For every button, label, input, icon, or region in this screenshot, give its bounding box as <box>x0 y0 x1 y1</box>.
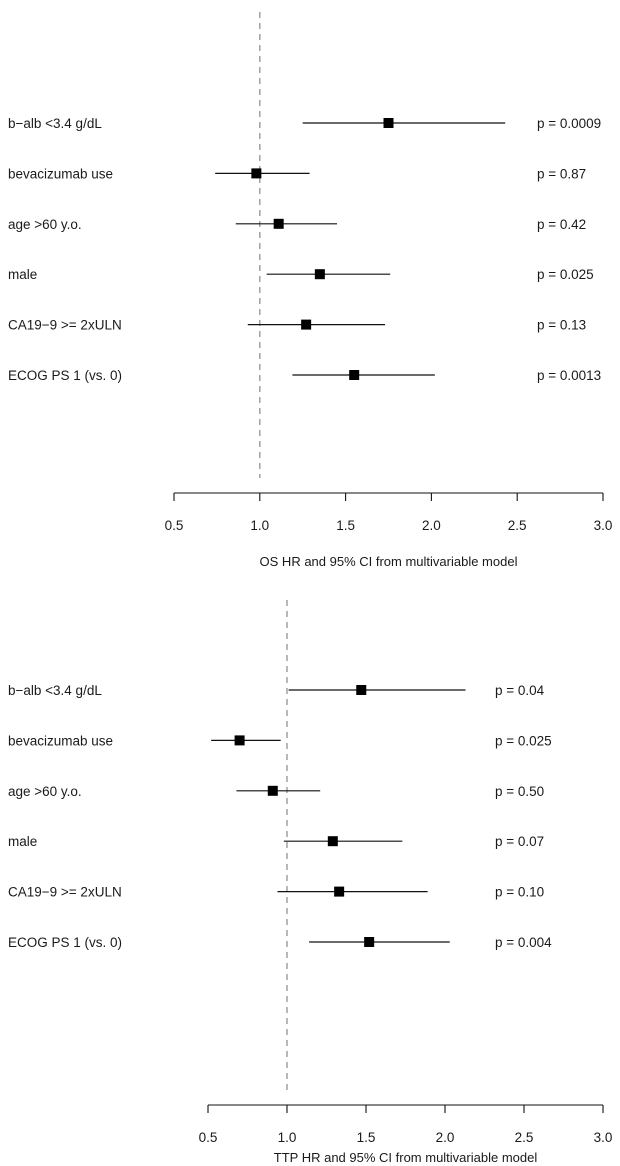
x-tick-label: 1.5 <box>357 1130 376 1145</box>
p-value-label: p = 0.07 <box>495 834 544 849</box>
x-tick-label: 1.5 <box>336 518 355 533</box>
p-value-label: p = 0.13 <box>537 318 586 333</box>
hr-point <box>383 118 394 128</box>
x-tick-label: 2.5 <box>508 518 527 533</box>
p-value-label: p = 0.0013 <box>537 368 601 383</box>
p-value-label: p = 0.42 <box>537 217 586 232</box>
p-value-label: p = 0.50 <box>495 784 544 799</box>
p-value-label: p = 0.10 <box>495 885 544 900</box>
hr-point <box>349 370 360 380</box>
hr-point <box>314 269 325 280</box>
hr-point <box>301 319 312 330</box>
x-tick-label: 0.5 <box>165 518 184 533</box>
x-tick-label: 2.0 <box>436 1130 455 1145</box>
x-axis-title: OS HR and 95% CI from multivariable mode… <box>260 554 518 569</box>
p-value-label: p = 0.004 <box>495 935 552 950</box>
p-value-label: p = 0.025 <box>495 733 552 748</box>
p-value-label: p = 0.025 <box>537 267 594 282</box>
row-label: CA19−9 >= 2xULN <box>8 318 122 333</box>
row-label: b−alb <3.4 g/dL <box>8 683 102 698</box>
hr-point <box>364 937 375 947</box>
x-tick-label: 2.5 <box>515 1130 534 1145</box>
p-value-label: p = 0.87 <box>537 166 586 181</box>
x-axis-title: TTP HR and 95% CI from multivariable mod… <box>274 1150 538 1165</box>
x-tick-label: 3.0 <box>594 1130 613 1145</box>
hr-point <box>327 836 338 847</box>
hr-point <box>356 685 367 695</box>
x-tick-label: 1.0 <box>250 518 269 533</box>
row-label: male <box>8 834 37 849</box>
row-label: male <box>8 267 37 282</box>
x-tick-label: 1.0 <box>278 1130 297 1145</box>
hr-point <box>273 218 284 229</box>
row-label: age >60 y.o. <box>8 217 82 232</box>
x-tick-label: 3.0 <box>594 518 613 533</box>
row-label: bevacizumab use <box>8 166 113 181</box>
row-label: CA19−9 >= 2xULN <box>8 885 122 900</box>
hr-point <box>234 735 245 746</box>
hr-point <box>251 168 262 179</box>
p-value-label: p = 0.0009 <box>537 116 601 131</box>
hr-point <box>267 785 278 796</box>
row-label: age >60 y.o. <box>8 784 82 799</box>
ttp-forest-panel: b−alb <3.4 g/dL p = 0.04 bevacizumab use p … <box>8 600 612 1165</box>
x-tick-label: 2.0 <box>422 518 441 533</box>
row-label: b−alb <3.4 g/dL <box>8 116 102 131</box>
hr-point <box>334 886 345 897</box>
p-value-label: p = 0.04 <box>495 683 545 698</box>
row-label: ECOG PS 1 (vs. 0) <box>8 368 122 383</box>
os-forest-panel: b−alb <3.4 g/dL p = 0.0009 bevacizumab use… <box>8 12 612 569</box>
row-label: bevacizumab use <box>8 733 113 748</box>
x-tick-label: 0.5 <box>199 1130 218 1145</box>
row-label: ECOG PS 1 (vs. 0) <box>8 935 122 950</box>
